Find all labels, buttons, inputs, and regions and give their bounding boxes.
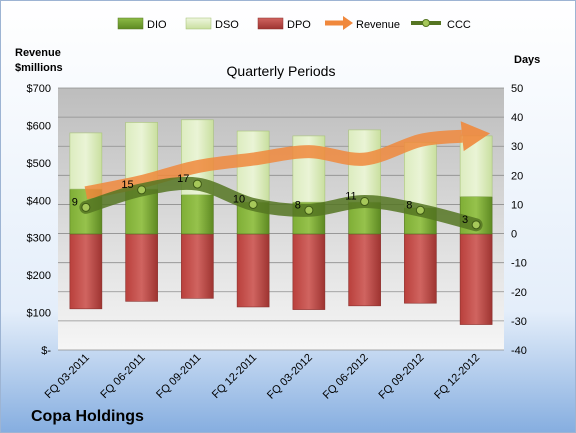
left-axis-tick-label: $600 bbox=[27, 120, 51, 132]
bar-dpo bbox=[348, 233, 381, 307]
legend-label-revenue: Revenue bbox=[356, 19, 400, 31]
right-axis-tick-label: -10 bbox=[511, 258, 527, 270]
legend-swatch-dio bbox=[117, 17, 144, 30]
right-axis-tick-label: 50 bbox=[511, 83, 523, 95]
right-axis-tick-label: 0 bbox=[511, 229, 517, 241]
legend-label-dpo: DPO bbox=[287, 19, 311, 31]
legend-swatch-ccc bbox=[411, 19, 441, 27]
left-axis-tick-label: $300 bbox=[27, 233, 51, 245]
legend-label-dso: DSO bbox=[215, 19, 239, 31]
company-name: Copa Holdings bbox=[31, 408, 144, 425]
ccc-point bbox=[304, 205, 314, 215]
left-axis-tick-label: $100 bbox=[27, 308, 51, 320]
ccc-point bbox=[415, 205, 425, 215]
ccc-point bbox=[471, 220, 481, 230]
bar-dso bbox=[404, 141, 437, 209]
bar-dpo bbox=[404, 233, 437, 304]
bar-dpo bbox=[292, 233, 326, 310]
bar-dso bbox=[459, 135, 493, 197]
legend-swatch-dso bbox=[185, 17, 212, 30]
bar-dpo bbox=[459, 233, 493, 325]
ccc-data-label: 8 bbox=[295, 199, 301, 211]
revenue-series bbox=[84, 121, 491, 200]
right-axis-tick-label: 20 bbox=[511, 170, 523, 182]
ccc-data-label: 8 bbox=[406, 199, 412, 211]
legend-swatch-revenue bbox=[325, 16, 353, 30]
right-axis-tick-label: 30 bbox=[511, 141, 523, 153]
bar-dpo bbox=[181, 233, 214, 299]
bar-dso bbox=[348, 129, 381, 203]
left-axis-tick-label: $- bbox=[41, 345, 51, 357]
right-axis-tick-label: 10 bbox=[511, 199, 523, 211]
right-axis-tick-label: -40 bbox=[511, 345, 527, 357]
ccc-data-label: 15 bbox=[121, 179, 133, 191]
left-axis-tick-label: $200 bbox=[27, 270, 51, 282]
bar-dso bbox=[69, 132, 103, 190]
left-axis-tick-label: $700 bbox=[27, 83, 51, 95]
bar-dio bbox=[181, 194, 214, 235]
right-axis-title: Days bbox=[514, 54, 540, 66]
left-axis-title-line2: $millions bbox=[15, 62, 63, 74]
ccc-series: 9 15 17 10 8 11 8 3 bbox=[72, 173, 483, 232]
ccc-point bbox=[81, 202, 91, 212]
revenue-arrowhead bbox=[460, 121, 491, 152]
ccc-data-label: 9 bbox=[72, 196, 78, 208]
ccc-data-label: 11 bbox=[345, 191, 356, 203]
left-axis-title-line1: Revenue bbox=[15, 47, 61, 59]
ccc-line bbox=[79, 176, 483, 232]
ccc-point bbox=[192, 179, 202, 189]
right-axis-tick-label: 40 bbox=[511, 112, 523, 124]
right-axis-tick-label: -20 bbox=[511, 287, 527, 299]
ccc-data-label: 10 bbox=[233, 193, 245, 205]
bar-dpo bbox=[69, 233, 103, 310]
ccc-data-label: 17 bbox=[177, 173, 189, 185]
ccc-data-label: 3 bbox=[462, 214, 468, 226]
legend: DIO DSO DPO Revenue CCC bbox=[117, 16, 471, 31]
legend-label-dio: DIO bbox=[147, 19, 167, 31]
ccc-point bbox=[248, 199, 258, 209]
bar-dpo bbox=[236, 233, 270, 308]
ccc-point bbox=[360, 197, 370, 207]
bar-dpo bbox=[125, 233, 158, 302]
legend-label-ccc: CCC bbox=[447, 19, 471, 31]
revenue-line bbox=[84, 129, 463, 200]
left-axis-tick-label: $500 bbox=[27, 158, 51, 170]
legend-swatch-dpo bbox=[257, 17, 284, 30]
chart-subtitle: Quarterly Periods bbox=[227, 63, 336, 79]
ccc-point bbox=[137, 185, 147, 195]
left-axis-tick-label: $400 bbox=[27, 195, 51, 207]
right-axis-tick-label: -30 bbox=[511, 316, 527, 328]
